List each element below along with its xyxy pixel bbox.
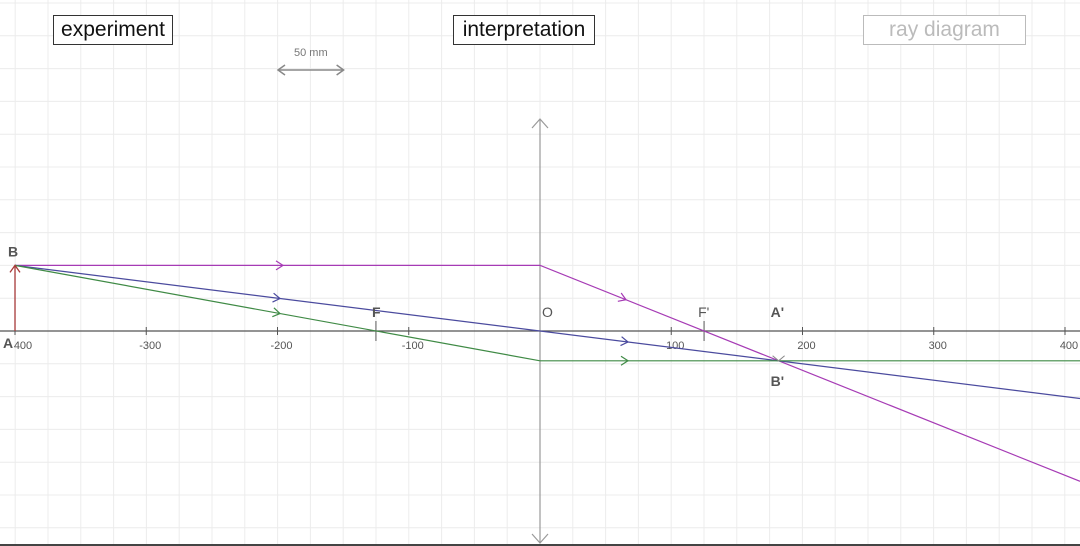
axis-tick-label: -300 (139, 340, 161, 352)
point-labels: A B F F' O A' B' (3, 243, 784, 388)
label-f: F (372, 304, 381, 320)
scale-bar-left-arrowhead (276, 64, 286, 76)
axis-tick-label: -100 (402, 340, 424, 352)
image-point-marker (772, 355, 785, 362)
lens-top-arrowhead (531, 118, 549, 129)
lens-bottom-arrowhead (531, 533, 549, 544)
bottom-border (0, 544, 1080, 546)
axis-tick-label: 400 (14, 340, 32, 352)
scale-bar-label: 50 mm (294, 47, 328, 59)
label-a-prime: A' (771, 304, 784, 320)
center-ray-arrow (620, 336, 630, 347)
label-f-prime: F' (698, 304, 709, 320)
axis-tick-label: 300 (929, 340, 947, 352)
center-ray (14, 264, 1080, 400)
axis-tick-label: 400 (1060, 340, 1078, 352)
focal-ray-arrow (272, 307, 282, 318)
scale-bar: 50 mm (276, 47, 345, 76)
axis-tick-label: -200 (270, 340, 292, 352)
parallel-ray (15, 264, 1080, 482)
label-o: O (542, 304, 553, 320)
focal-ray (14, 264, 1080, 362)
axis-tick-label: 200 (797, 340, 815, 352)
parallel-ray-arrow (275, 260, 285, 271)
focal-ray-arrow (620, 355, 630, 366)
object-and-image (9, 264, 785, 362)
interpretation-button[interactable]: interpretation (453, 15, 595, 45)
scale-bar-right-arrowhead (336, 64, 345, 76)
parallel-ray-arrow (617, 292, 628, 302)
axis-tick-label: 100 (666, 340, 684, 352)
label-b: B (8, 243, 18, 259)
light-rays (14, 260, 1080, 482)
ray-diagram-button[interactable]: ray diagram (863, 15, 1026, 45)
label-a: A (3, 335, 13, 351)
experiment-button[interactable]: experiment (53, 15, 173, 45)
object-arrowhead (9, 264, 21, 273)
label-b-prime: B' (771, 373, 784, 389)
center-ray-arrow (272, 292, 282, 303)
